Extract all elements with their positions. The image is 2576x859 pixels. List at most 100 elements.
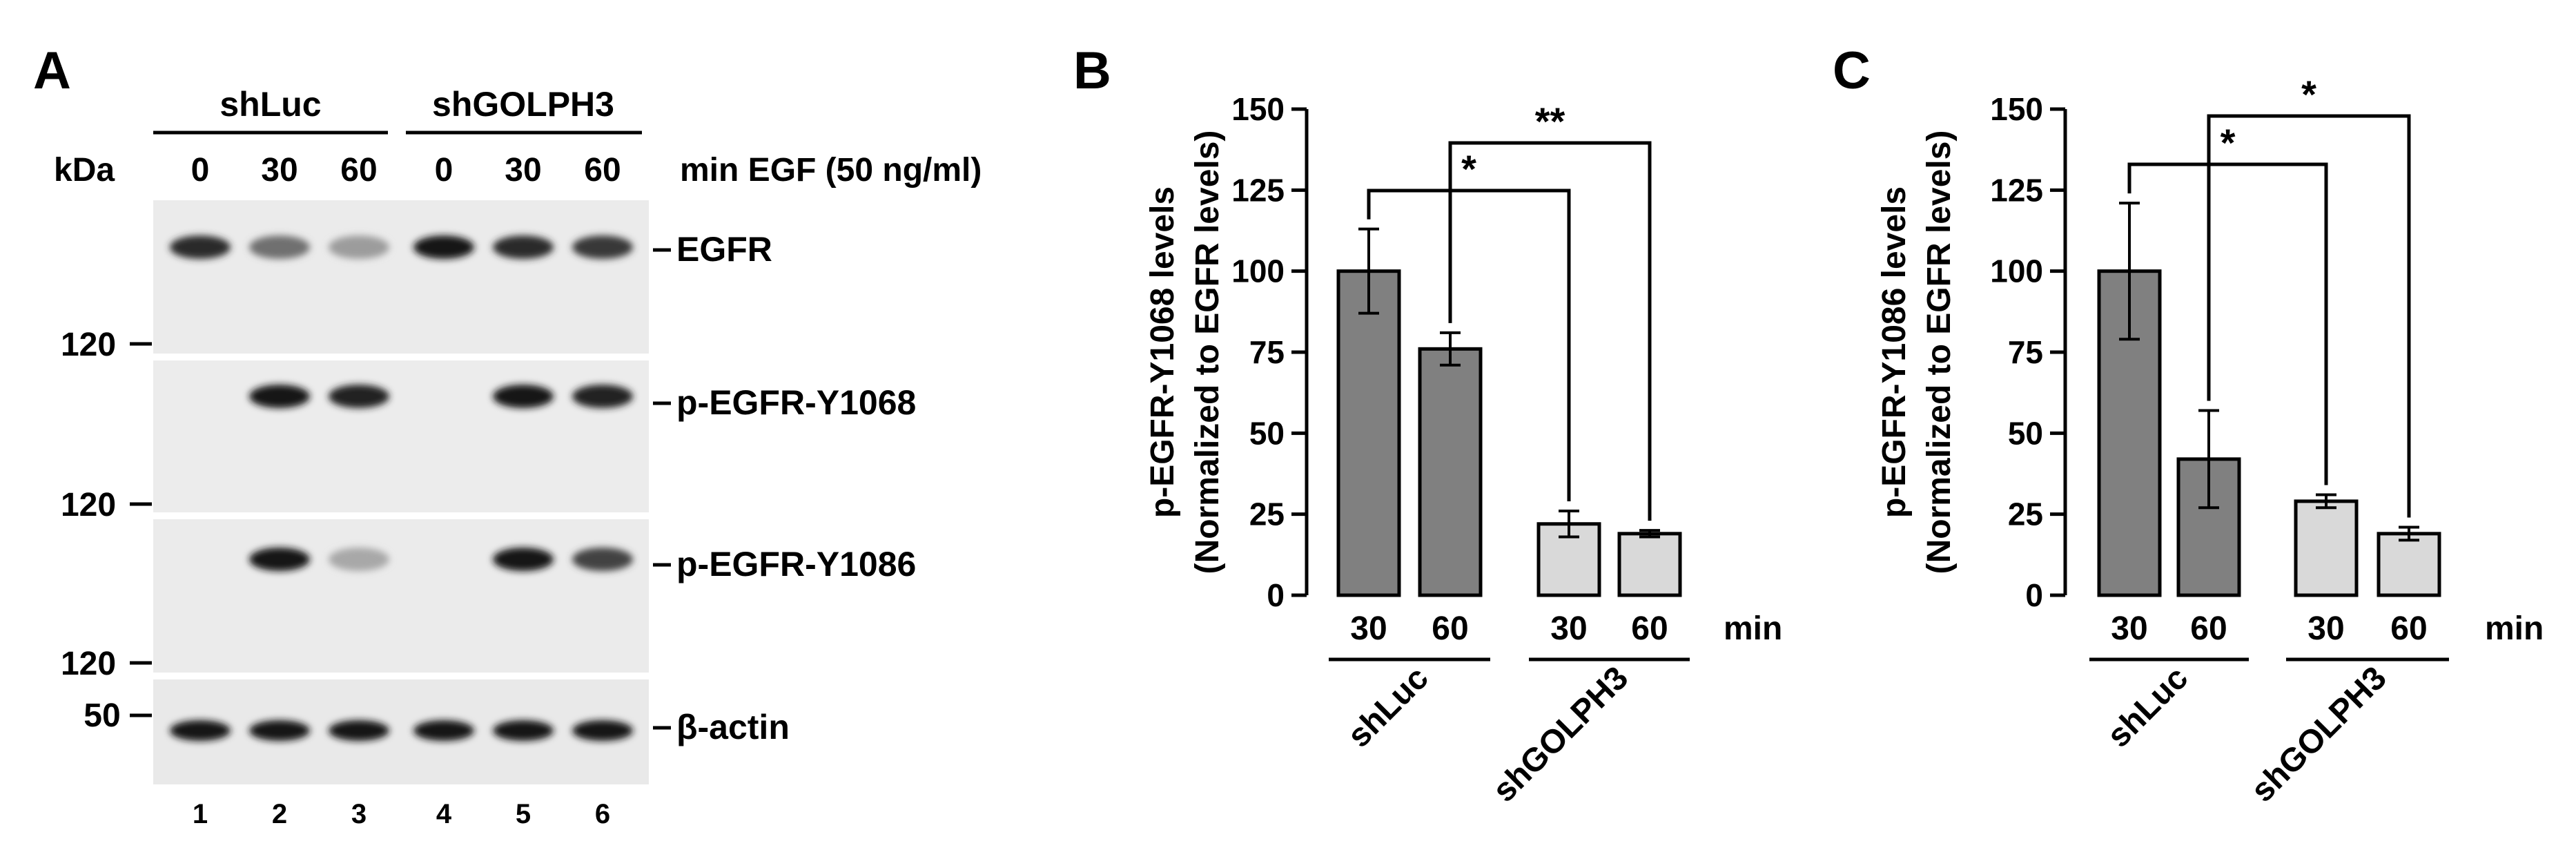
time-label-1: 0	[191, 152, 210, 189]
lane-number-4: 4	[436, 799, 452, 829]
blot-label-pegfr-y1086: p-EGFR-Y1086	[676, 545, 916, 583]
time-label-6: 60	[584, 152, 621, 189]
y-axis-label-line2: (Normalized to EGFR levels)	[1189, 131, 1226, 575]
bar-3	[2294, 499, 2359, 597]
band-egfr-lane-2	[249, 235, 310, 259]
y-tick-label: 125	[1231, 172, 1285, 208]
bar-4	[1617, 532, 1682, 597]
band-pegfr-y1068-lane-3	[329, 385, 389, 408]
x-unit-label: min	[2485, 610, 2544, 647]
band-beta-actin-lane-2	[249, 720, 310, 741]
bar-4	[2377, 532, 2441, 597]
band-beta-actin-lane-1	[170, 720, 231, 741]
band-beta-actin-lane-5	[493, 720, 554, 741]
y-axis-label-line1: p-EGFR-Y1086 levels	[1876, 186, 1913, 518]
band-egfr-lane-1	[170, 235, 231, 259]
marker-label-120-1: 120	[61, 327, 116, 363]
x-category-label-3: 30	[1550, 610, 1587, 647]
x-category-label-1: 30	[1350, 610, 1387, 647]
y-tick-label: 150	[1990, 91, 2043, 127]
y-tick-label: 50	[2008, 415, 2043, 451]
x-category-label-2: 60	[1432, 610, 1468, 647]
panel-c-chart: C 0 25 50 75 100 125 150 p-EGFR-Y1086 levels (No…	[1833, 41, 2544, 809]
lane-number-3: 3	[351, 799, 367, 829]
panel-a-western-blot: A shLuc shGOLPH3 kDa 0 30 60 0 30 60 min EGF …	[33, 41, 982, 829]
group-label-1: shLuc	[1340, 659, 1435, 754]
y-tick-label: 125	[1990, 172, 2043, 208]
band-pegfr-y1068-lane-2	[249, 385, 310, 408]
chart-b: 0 25 50 75 100 125 150 p-EGFR-Y1068 levels (Norm…	[1144, 91, 1782, 809]
band-beta-actin-lane-3	[329, 720, 389, 741]
bar-1	[1336, 269, 1401, 597]
significance-bracket-1	[1367, 189, 1571, 501]
band-pegfr-y1086-lane-3	[329, 548, 389, 571]
blot-bands	[170, 235, 633, 741]
y-tick-label: 75	[2008, 334, 2043, 370]
blot-strip-pegfr-y1068	[153, 360, 649, 512]
band-egfr-lane-3	[329, 235, 389, 259]
x-category-label-4: 60	[1631, 610, 1668, 647]
blot-strip-pegfr-y1086	[153, 519, 649, 673]
x-category-label-3: 30	[2307, 610, 2344, 647]
panel-b-chart: B 0 25 50 75 100 125 150 p-EGFR-Y1068 levels (No…	[1073, 41, 1782, 809]
lane-number-5: 5	[516, 799, 531, 829]
marker-label-120-3: 120	[61, 646, 116, 682]
chart-c: 0 25 50 75 100 125 150 p-EGFR-Y1086 levels (Norm…	[1876, 73, 2544, 809]
y-tick-label: 100	[1231, 253, 1285, 289]
panel-b-letter: B	[1073, 41, 1111, 100]
x-unit-label: min	[1724, 610, 1782, 647]
y-tick-label: 25	[1249, 496, 1285, 532]
blot-label-beta-actin: β-actin	[676, 708, 790, 746]
time-label-2: 30	[261, 152, 297, 189]
group-label-2: shGOLPH3	[1486, 659, 1636, 809]
group-label-1: shLuc	[2100, 659, 2195, 754]
lane-number-6: 6	[595, 799, 610, 829]
lane-number-1: 1	[193, 799, 208, 829]
panel-c-letter: C	[1833, 41, 1871, 100]
time-label-5: 30	[505, 152, 541, 189]
y-tick-label: 75	[1249, 334, 1285, 370]
y-tick-label: 0	[1267, 577, 1285, 613]
marker-label-50: 50	[84, 697, 120, 734]
time-label-4: 0	[435, 152, 453, 189]
y-tick-label: 0	[2025, 577, 2043, 613]
band-pegfr-y1086-lane-2	[249, 548, 310, 571]
significance-bracket-1	[2127, 162, 2328, 485]
significance-stars-1: *	[2221, 121, 2236, 164]
y-tick-label: 50	[1249, 415, 1285, 451]
band-pegfr-y1086-lane-6	[572, 548, 633, 571]
band-egfr-lane-4	[413, 235, 474, 259]
y-tick-label: 100	[1990, 253, 2043, 289]
time-label-3: 60	[340, 152, 377, 189]
band-pegfr-y1068-lane-6	[572, 385, 633, 408]
blot-strip-beta-actin	[153, 679, 649, 784]
x-category-label-4: 60	[2390, 610, 2427, 647]
group-label-shgolph3: shGOLPH3	[432, 85, 614, 124]
y-tick-label: 150	[1231, 91, 1285, 127]
band-egfr-lane-5	[493, 235, 554, 259]
significance-bracket-2	[1448, 141, 1652, 521]
significance-stars-2: **	[1535, 99, 1565, 143]
time-labels: 0 30 60 0 30 60	[191, 152, 621, 189]
kda-label: kDa	[54, 152, 115, 189]
panel-a-letter: A	[33, 41, 71, 100]
y-axis-label-line2: (Normalized to EGFR levels)	[1921, 131, 1958, 575]
band-egfr-lane-6	[572, 235, 633, 259]
significance-bracket-2	[2207, 114, 2411, 518]
band-pegfr-y1086-lane-5	[493, 548, 554, 571]
blot-strip-egfr	[153, 200, 649, 354]
blot-label-pegfr-y1068: p-EGFR-Y1068	[676, 383, 916, 422]
significance-stars-2: *	[2301, 73, 2316, 116]
y-tick-label: 25	[2008, 496, 2043, 532]
treatment-label: min EGF (50 ng/ml)	[680, 152, 982, 189]
band-pegfr-y1068-lane-5	[493, 385, 554, 408]
group-label-2: shGOLPH3	[2244, 659, 2394, 809]
lane-number-2: 2	[272, 799, 287, 829]
blot-label-egfr: EGFR	[676, 230, 772, 269]
marker-label-120-2: 120	[61, 487, 116, 523]
band-beta-actin-lane-6	[572, 720, 633, 741]
x-category-label-2: 60	[2190, 610, 2227, 647]
band-beta-actin-lane-4	[413, 720, 474, 741]
bar-2	[1418, 347, 1483, 597]
